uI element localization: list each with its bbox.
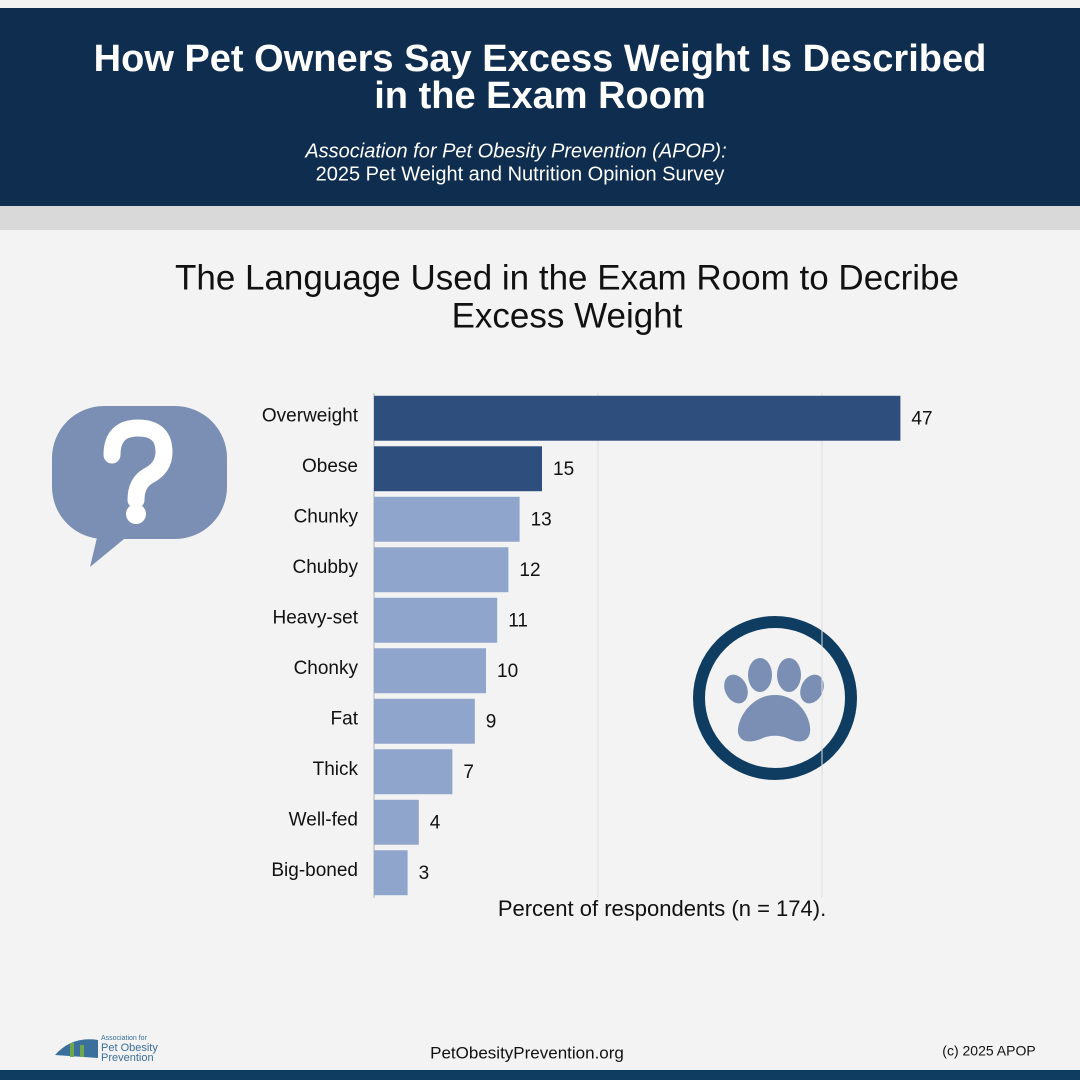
value-label: 11 <box>508 610 528 631</box>
paw-pad <box>737 695 811 742</box>
chart-title: The Language Used in the Exam Room to De… <box>175 258 959 297</box>
paw-icon <box>693 616 857 780</box>
value-label: 9 <box>486 711 497 732</box>
value-label: 7 <box>463 762 474 783</box>
x-axis-label: Percent of respondents (n = 174). <box>498 896 826 921</box>
speech-bubble-icon <box>52 406 227 567</box>
value-label: 15 <box>553 459 574 480</box>
bar <box>374 698 475 744</box>
bar <box>374 446 542 492</box>
value-label: 47 <box>911 408 932 429</box>
footer-website: PetObesityPrevention.org <box>430 1043 624 1062</box>
logo-mark <box>80 1045 84 1057</box>
category-label: Heavy-set <box>272 607 358 628</box>
header-subtitle: 2025 Pet Weight and Nutrition Opinion Su… <box>316 163 725 185</box>
value-label: 13 <box>531 509 552 530</box>
logo-text: Association for <box>101 1035 148 1042</box>
category-label: Big-boned <box>271 860 358 881</box>
value-label: 12 <box>519 560 540 581</box>
category-label: Chubby <box>293 557 359 578</box>
footer-copyright: (c) 2025 APOP <box>942 1043 1035 1059</box>
bar <box>374 547 509 593</box>
paw-ring <box>693 616 857 780</box>
bar <box>374 799 419 845</box>
category-label: Thick <box>313 759 359 780</box>
category-label: Well-fed <box>289 809 358 830</box>
question-dot <box>126 504 146 524</box>
paw-toe <box>748 658 772 692</box>
logo-text: Pet Obesity <box>101 1042 158 1054</box>
logo-text: Prevention <box>101 1052 154 1064</box>
bar <box>374 597 498 643</box>
value-label: 4 <box>430 812 441 833</box>
header-band <box>0 8 1080 206</box>
bar <box>374 395 901 441</box>
header-stripe <box>0 206 1080 230</box>
header-title: How Pet Owners Say Excess Weight Is Desc… <box>94 38 987 80</box>
logo: Association for Pet Obesity Prevention <box>55 1035 158 1064</box>
bar <box>374 496 520 542</box>
category-label: Fat <box>331 708 359 729</box>
question-hook <box>103 419 173 509</box>
category-label: Chonky <box>294 658 359 679</box>
header-title: in the Exam Room <box>374 75 706 117</box>
paw-toe <box>800 674 824 704</box>
bar <box>374 648 486 694</box>
logo-mark <box>70 1043 74 1057</box>
bubble-tail <box>90 525 135 567</box>
paw-toe <box>724 674 748 704</box>
category-label: Obese <box>302 456 358 477</box>
category-label: Chunky <box>294 506 359 527</box>
value-label: 3 <box>419 863 430 884</box>
category-label: Overweight <box>262 405 359 426</box>
bar <box>374 850 408 896</box>
logo-mark <box>55 1039 98 1058</box>
chart-title: Excess Weight <box>452 296 683 335</box>
header-subtitle: Association for Pet Obesity Prevention (… <box>304 140 726 162</box>
footer-band <box>0 1070 1080 1080</box>
value-label: 10 <box>497 661 518 682</box>
paw-toe <box>777 658 801 692</box>
bar <box>374 749 453 795</box>
